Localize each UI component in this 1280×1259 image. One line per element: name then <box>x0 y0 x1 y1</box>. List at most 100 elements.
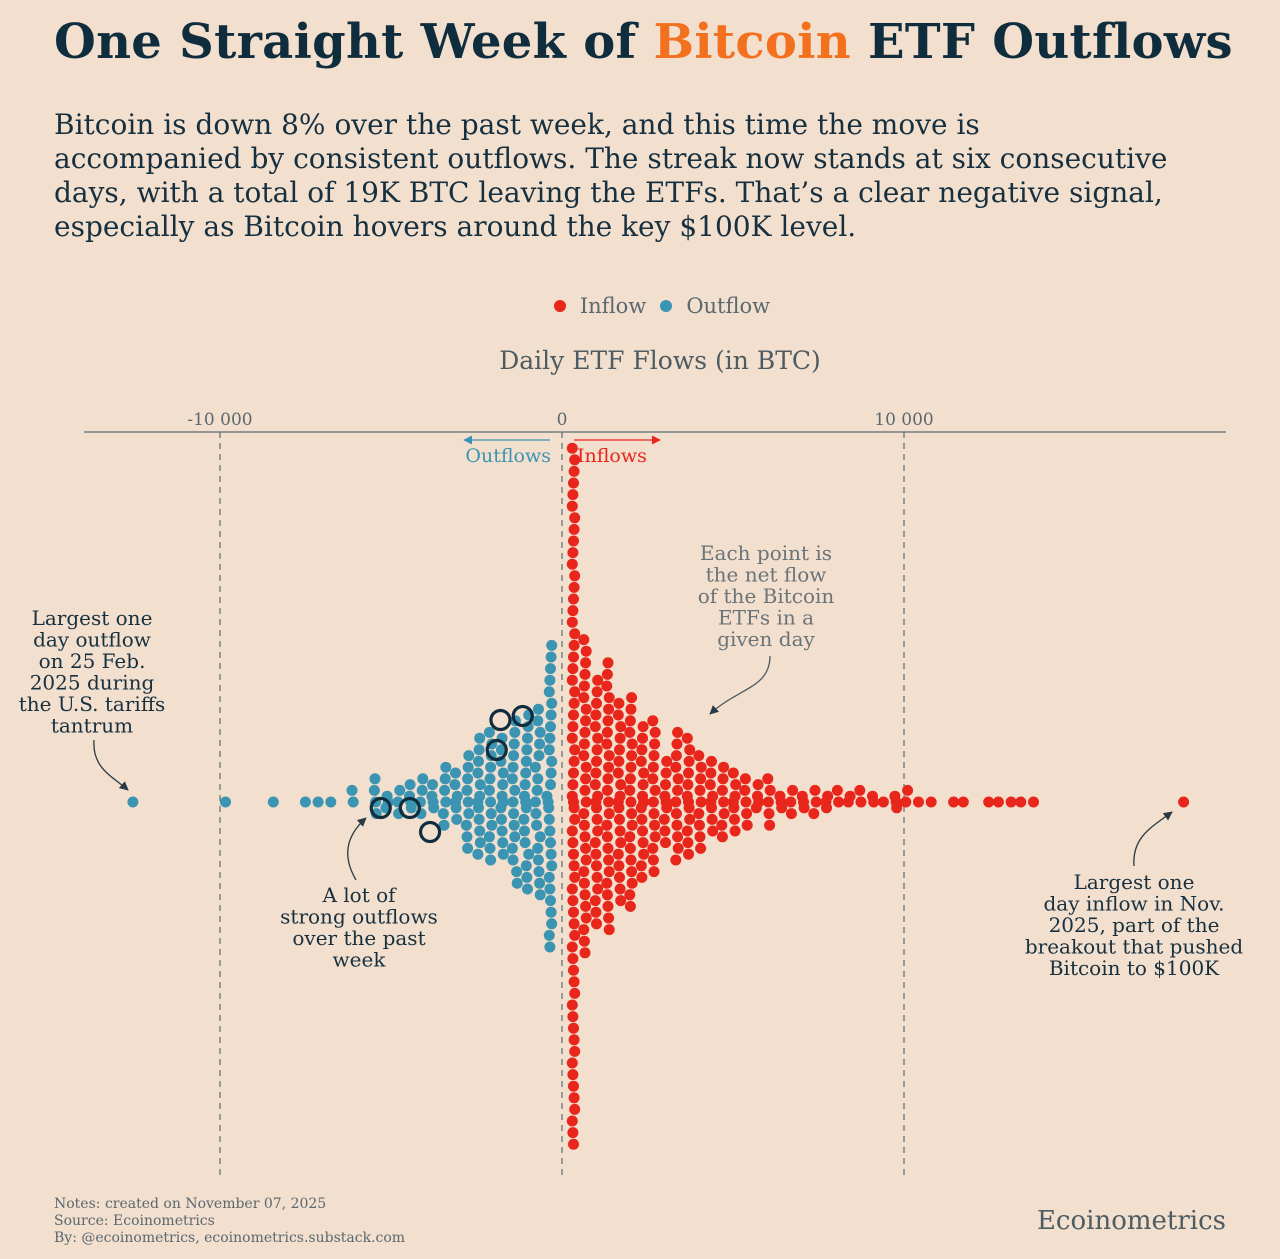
inflow-point <box>614 790 626 802</box>
inflow-point <box>615 779 627 791</box>
annotation-arrow-strong-outflows <box>347 817 367 881</box>
inflow-point <box>578 877 590 889</box>
inflow-point <box>615 895 627 907</box>
inflow-point <box>809 784 821 796</box>
inflow-point <box>602 657 614 669</box>
inflow-point <box>739 784 751 796</box>
inflow-point <box>636 813 648 825</box>
annotation-largest-outflow: 2025 during <box>30 671 155 695</box>
inflow-point <box>568 755 580 767</box>
inflow-point <box>762 796 774 808</box>
inflow-point <box>569 929 581 941</box>
inflow-point <box>625 761 637 773</box>
inflow-point <box>568 802 580 814</box>
inflow-point <box>567 1011 579 1023</box>
outflow-point <box>484 842 496 854</box>
outflow-point <box>485 854 497 866</box>
inflow-point <box>1015 796 1027 808</box>
inflow-point <box>670 854 682 866</box>
inflow-point <box>717 773 729 785</box>
inflow-point <box>648 808 660 820</box>
outflow-point <box>520 767 532 779</box>
outflow-point <box>545 709 557 721</box>
inflow-point <box>681 825 693 837</box>
inflow-point <box>785 796 797 808</box>
legend-inflow-label: Inflow <box>579 294 647 318</box>
inflow-point <box>774 790 786 802</box>
inflow-point <box>670 761 682 773</box>
outflow-point <box>369 773 381 785</box>
inflow-point <box>925 796 937 808</box>
inflow-point <box>568 918 580 930</box>
inflow-point <box>821 802 832 814</box>
outflow-point <box>522 732 533 744</box>
outflow-point <box>127 796 139 808</box>
inflow-point <box>649 819 661 831</box>
inflow-point <box>694 831 706 843</box>
inflow-point <box>796 790 808 802</box>
outflow-point <box>483 726 495 738</box>
inflow-point <box>670 808 682 820</box>
inflow-point <box>591 813 603 825</box>
inflow-point <box>580 842 592 854</box>
inflow-point <box>567 663 579 675</box>
inflow-point <box>660 779 671 791</box>
inflows-direction-label: Inflows <box>577 445 647 467</box>
inflow-point <box>624 715 636 727</box>
inflow-point <box>626 738 638 750</box>
inflow-point <box>624 900 636 912</box>
annotation-largest-outflow: day outflow <box>33 628 151 652</box>
inflow-point <box>601 668 613 680</box>
outflow-point <box>509 726 521 738</box>
inflow-point <box>1178 796 1190 808</box>
outflow-point <box>531 784 543 796</box>
outflow-point <box>462 761 474 773</box>
inflow-point <box>566 1057 578 1069</box>
outflow-point <box>460 819 472 831</box>
inflow-point <box>566 500 578 512</box>
outflow-point <box>497 767 509 779</box>
outflow-point <box>347 796 359 808</box>
inflow-point <box>568 593 579 605</box>
inflow-point <box>695 842 707 854</box>
inflow-point <box>625 796 637 808</box>
inflow-point <box>626 750 638 762</box>
outflow-point <box>506 773 518 785</box>
outflow-point <box>545 895 556 907</box>
inflow-point <box>660 837 671 849</box>
inflow-point <box>592 825 604 837</box>
inflow-point <box>566 674 578 686</box>
outflow-point <box>438 819 450 831</box>
inflow-point <box>567 779 579 791</box>
inflow-point <box>957 796 969 808</box>
inflow-point <box>741 808 753 820</box>
outflow-point <box>509 831 521 843</box>
inflow-point <box>612 709 624 721</box>
inflow-point <box>683 755 695 767</box>
outflow-point <box>545 651 557 663</box>
inflow-point <box>785 808 797 820</box>
footer-source: Source: Ecoinometrics <box>54 1213 215 1229</box>
outflow-point <box>508 808 520 820</box>
inflow-point <box>567 489 579 501</box>
inflow-point <box>647 715 659 727</box>
outflow-point <box>486 819 498 831</box>
inflow-point <box>776 802 788 814</box>
inflow-point <box>661 802 673 814</box>
annotation-largest-inflow: breakout that pushed <box>1025 935 1243 959</box>
outflow-point <box>521 871 533 883</box>
inflow-point <box>568 709 579 721</box>
inflow-point <box>649 726 661 738</box>
inflow-point <box>568 477 579 489</box>
inflow-point <box>693 808 705 820</box>
outflow-point <box>545 848 557 860</box>
inflow-point <box>718 808 730 820</box>
inflow-point <box>762 773 774 785</box>
outflow-point <box>533 750 545 762</box>
outflow-point <box>473 813 485 825</box>
inflow-point <box>579 784 591 796</box>
outflow-point <box>508 738 520 750</box>
inflow-point <box>739 773 751 785</box>
inflow-point <box>589 895 601 907</box>
annotation-strong-outflows: strong outflows <box>280 905 438 929</box>
